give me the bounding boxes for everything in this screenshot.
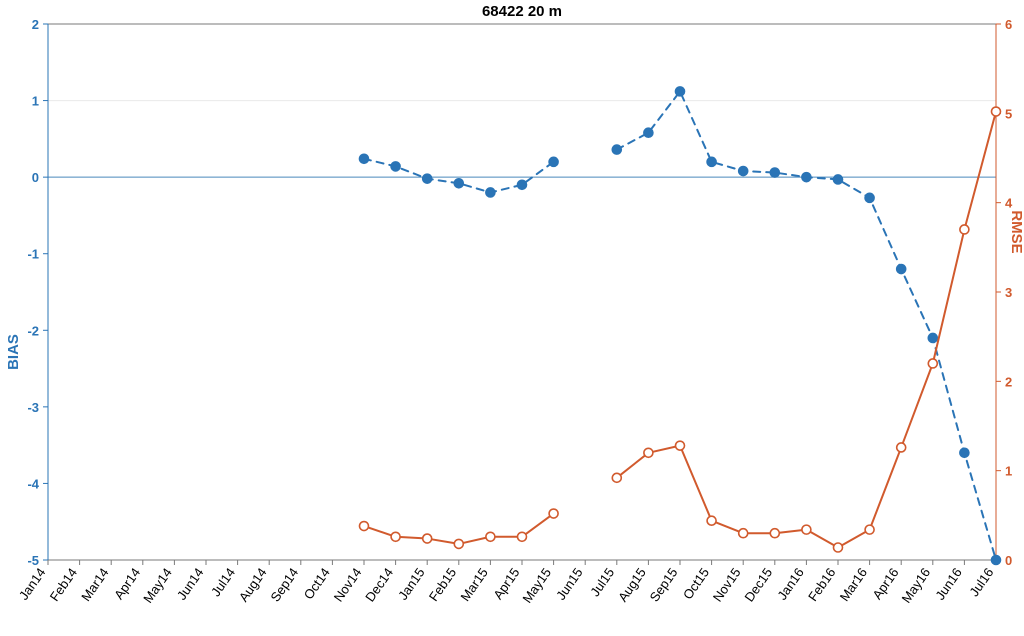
- series-marker-bias: [802, 173, 811, 182]
- series-marker-bias: [928, 333, 937, 342]
- series-marker-rmse: [739, 529, 748, 538]
- right-y-tick-label: 5: [1005, 106, 1012, 121]
- series-marker-rmse: [770, 529, 779, 538]
- series-marker-bias: [518, 180, 527, 189]
- right-y-tick-label: 1: [1005, 464, 1012, 479]
- series-marker-rmse: [423, 534, 432, 543]
- series-marker-rmse: [802, 525, 811, 534]
- series-marker-rmse: [486, 532, 495, 541]
- series-marker-bias: [360, 154, 369, 163]
- series-marker-rmse: [518, 532, 527, 541]
- series-marker-bias: [391, 162, 400, 171]
- right-y-tick-label: 2: [1005, 374, 1012, 389]
- series-marker-bias: [549, 157, 558, 166]
- series-marker-rmse: [612, 473, 621, 482]
- series-marker-bias: [960, 448, 969, 457]
- left-y-tick-label: 2: [32, 17, 39, 32]
- right-y-tick-label: 6: [1005, 17, 1012, 32]
- dual-axis-chart: -5-4-3-2-1012BIAS0123456RMSEJan14Feb14Ma…: [0, 0, 1024, 636]
- left-y-tick-label: 0: [32, 170, 39, 185]
- left-axis-label: BIAS: [5, 334, 22, 370]
- series-marker-rmse: [676, 441, 685, 450]
- series-marker-bias: [612, 145, 621, 154]
- left-y-tick-label: -1: [27, 247, 39, 262]
- series-marker-bias: [739, 167, 748, 176]
- chart-title: 68422 20 m: [482, 3, 562, 20]
- series-marker-bias: [676, 87, 685, 96]
- series-marker-rmse: [360, 522, 369, 531]
- left-y-tick-label: -3: [27, 400, 39, 415]
- series-marker-bias: [707, 157, 716, 166]
- series-marker-bias: [454, 179, 463, 188]
- series-marker-bias: [486, 188, 495, 197]
- series-marker-rmse: [707, 516, 716, 525]
- series-marker-bias: [992, 556, 1001, 565]
- series-marker-rmse: [928, 359, 937, 368]
- right-y-tick-label: 4: [1005, 196, 1013, 211]
- series-marker-bias: [770, 168, 779, 177]
- series-marker-bias: [644, 128, 653, 137]
- series-marker-rmse: [549, 509, 558, 518]
- series-marker-rmse: [644, 448, 653, 457]
- series-marker-bias: [897, 265, 906, 274]
- series-marker-rmse: [897, 443, 906, 452]
- right-y-tick-label: 0: [1005, 553, 1012, 568]
- series-marker-rmse: [391, 532, 400, 541]
- series-marker-rmse: [454, 539, 463, 548]
- series-marker-rmse: [992, 107, 1001, 116]
- series-marker-rmse: [960, 225, 969, 234]
- series-marker-rmse: [865, 525, 874, 534]
- series-marker-bias: [834, 175, 843, 184]
- left-y-tick-label: 1: [32, 94, 39, 109]
- left-y-tick-label: -5: [27, 553, 39, 568]
- right-y-tick-label: 3: [1005, 285, 1012, 300]
- left-y-tick-label: -4: [27, 476, 39, 491]
- series-marker-bias: [865, 193, 874, 202]
- right-axis-label: RMSE: [1008, 210, 1024, 253]
- series-marker-bias: [423, 174, 432, 183]
- series-marker-rmse: [834, 543, 843, 552]
- left-y-tick-label: -2: [27, 323, 39, 338]
